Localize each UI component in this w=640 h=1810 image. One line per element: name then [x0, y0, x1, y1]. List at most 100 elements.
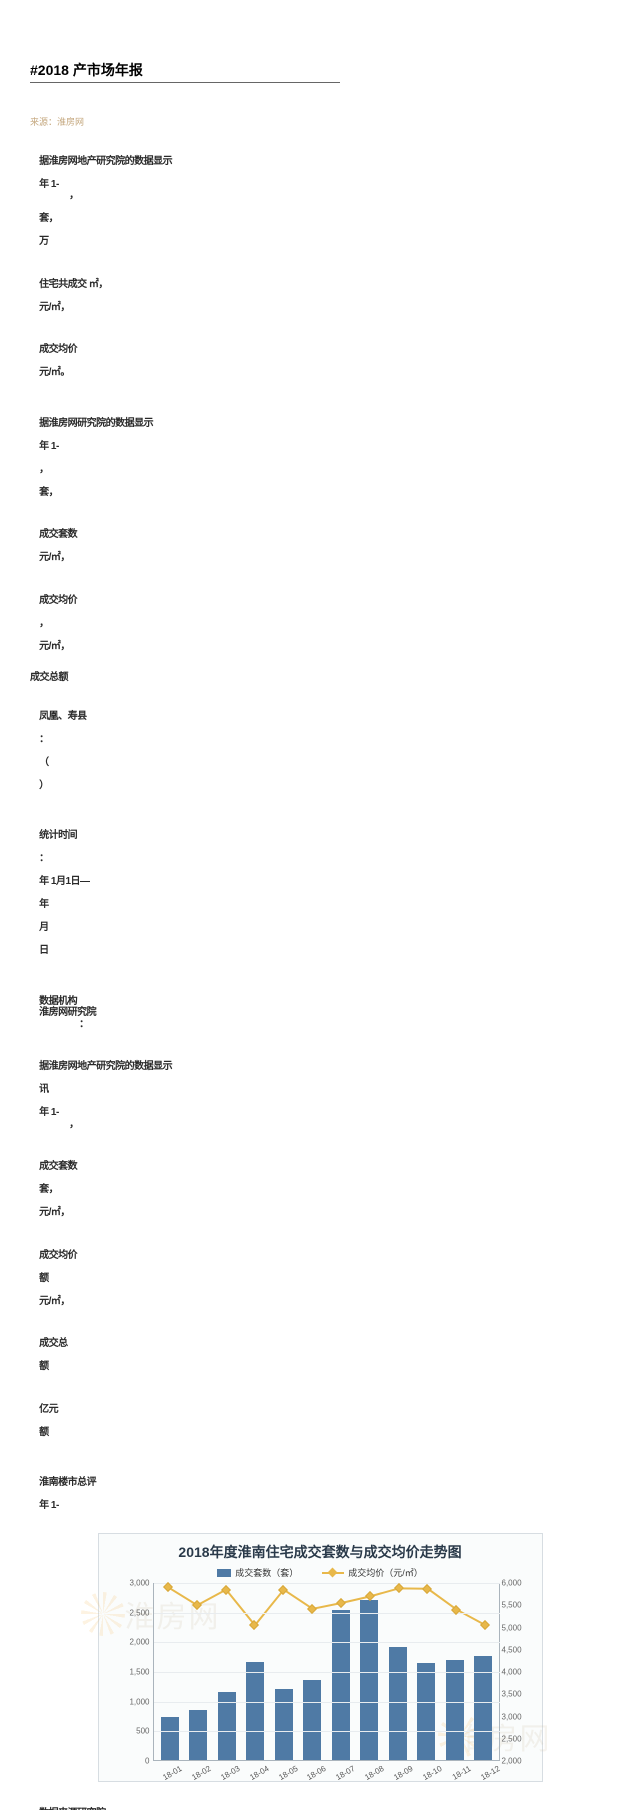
ytick-right: 3,000: [502, 1712, 530, 1721]
t: 据淮房网地产研究院的数据显示: [39, 1061, 172, 1072]
ytick-left: 1,500: [116, 1668, 150, 1677]
legend-line-label: 成交均价（元/㎡）: [348, 1566, 423, 1579]
para-2: 住宅共成交 ㎡， 元/㎡，: [30, 267, 610, 325]
page-title: #2018 产市场年报: [30, 60, 340, 83]
para-13: 成交均价 额 元/㎡，: [30, 1238, 610, 1319]
ytick-right: 2,500: [502, 1734, 530, 1743]
t: 年 1-: [39, 1107, 59, 1118]
t: ：: [39, 853, 49, 864]
t: 万: [39, 236, 49, 247]
ytick-right: 5,500: [502, 1601, 530, 1610]
t: 月: [39, 922, 49, 933]
xtick: 18-09: [389, 1764, 414, 1784]
ytick-right: 3,500: [502, 1690, 530, 1699]
t: 额: [39, 1427, 49, 1438]
xtick: 18-08: [361, 1764, 386, 1784]
legend-line: 成交均价（元/㎡）: [322, 1566, 423, 1579]
t: 元/㎡，: [39, 641, 70, 652]
t: 元/㎡，: [39, 302, 70, 313]
para-14: 成交总 额: [30, 1327, 610, 1385]
ytick-right: 6,000: [502, 1579, 530, 1588]
t: ，: [39, 464, 49, 475]
ytick-left: 3,000: [116, 1579, 150, 1588]
t: 套，: [39, 487, 58, 498]
xtick: 18-10: [418, 1764, 443, 1784]
t: 统计时间: [39, 830, 77, 841]
para-11: 据淮房网地产研究院的数据显示 讯 年 1- ，: [30, 1050, 610, 1142]
grid-line: [154, 1672, 500, 1673]
grid-line: [154, 1731, 500, 1732]
para-10: 数据机构 淮房网研究院 ：: [30, 984, 610, 1042]
t: （: [39, 757, 49, 768]
t: 数据机构: [39, 996, 77, 1007]
ytick-right: 4,500: [502, 1645, 530, 1654]
legend-bar: 成交套数（套）: [217, 1566, 298, 1579]
ytick-right: 5,000: [502, 1623, 530, 1632]
t: 年 1-: [39, 441, 59, 452]
grid-line: [154, 1702, 500, 1703]
t: 元/㎡，: [39, 1296, 70, 1307]
para-16: 淮南楼市总评 年 1-: [30, 1466, 610, 1524]
grid-line: [154, 1583, 500, 1584]
chart-container: 淮房网 淮房网 2018年度淮南住宅成交套数与成交均价走势图 成交套数（套） 成…: [98, 1533, 543, 1782]
ytick-left: 0: [116, 1757, 150, 1766]
t: 成交均价: [39, 1250, 77, 1261]
ytick-right: 2,000: [502, 1757, 530, 1766]
t: 亿元: [39, 1404, 58, 1415]
para-15: 亿元 额: [30, 1392, 610, 1450]
xtick: 18-01: [158, 1764, 183, 1784]
t: 年 1月1日—: [39, 876, 89, 887]
t: 成交套数: [39, 1161, 77, 1172]
para-5: 成交套数 元/㎡，: [30, 518, 610, 576]
para-3: 成交均价 元/㎡。: [30, 333, 610, 391]
ytick-right: 4,000: [502, 1668, 530, 1677]
t: 淮南楼市总评: [39, 1477, 96, 1488]
t: 凤凰、寿县: [39, 711, 87, 722]
para-8: 凤凰、寿县 ： （ ）: [30, 699, 610, 803]
source-line: 来源：淮房网: [30, 115, 610, 128]
ytick-left: 2,500: [116, 1608, 150, 1617]
t: 淮房网研究院: [39, 1007, 96, 1018]
t: 套，: [39, 1184, 58, 1195]
xtick: 18-07: [332, 1764, 357, 1784]
t: ）: [39, 780, 49, 791]
para-17: 数据来源研究院 ：: [30, 1796, 610, 1810]
t: 年 1-: [39, 1500, 59, 1511]
bar-swatch-icon: [217, 1569, 231, 1577]
para-4: 据淮房网研究院的数据显示 年 1- ， 套，: [30, 406, 610, 510]
t: 额: [39, 1273, 49, 1284]
t: 套，: [39, 213, 58, 224]
t: 成交套数: [39, 529, 77, 540]
t: 日: [39, 945, 49, 956]
t: 住宅共成交 ㎡，: [39, 279, 108, 290]
para-9: 统计时间 ： 年 1月1日— 年 月 日: [30, 819, 610, 969]
t: 元/㎡。: [39, 367, 70, 378]
t: 数据来源研究院: [39, 1808, 106, 1810]
grid-line: [154, 1642, 500, 1643]
t: 据淮房网研究院的数据显示: [39, 418, 153, 429]
t: 额: [39, 1361, 49, 1372]
xtick: 18-02: [187, 1764, 212, 1784]
legend-bar-label: 成交套数（套）: [235, 1566, 298, 1579]
t: 元/㎡，: [39, 552, 70, 563]
t: ，: [39, 618, 49, 629]
chart-plot: 05001,0001,5002,0002,5003,0002,0002,5003…: [153, 1583, 500, 1761]
chart-legend: 成交套数（套） 成交均价（元/㎡）: [113, 1566, 528, 1579]
t: 成交均价: [39, 344, 77, 355]
t: 年 1-: [39, 179, 59, 190]
para-6: 成交均价 ， 元/㎡，: [30, 583, 610, 664]
t: 讯: [39, 1084, 49, 1095]
ytick-left: 1,000: [116, 1697, 150, 1706]
para-12: 成交套数 套， 元/㎡，: [30, 1150, 610, 1231]
t: 据淮房网地产研究院的数据显示: [39, 156, 172, 167]
xtick: 18-06: [303, 1764, 328, 1784]
x-axis-ticks: 18-0118-0218-0318-0418-0518-0618-0718-08…: [153, 1764, 500, 1773]
xtick: 18-04: [245, 1764, 270, 1784]
t: 成交均价: [39, 595, 77, 606]
para-7: 成交总额: [30, 672, 610, 684]
line-swatch-icon: [322, 1569, 344, 1577]
xtick: 18-12: [476, 1764, 501, 1784]
t: ：: [39, 734, 49, 745]
ytick-left: 500: [116, 1727, 150, 1736]
ytick-left: 2,000: [116, 1638, 150, 1647]
